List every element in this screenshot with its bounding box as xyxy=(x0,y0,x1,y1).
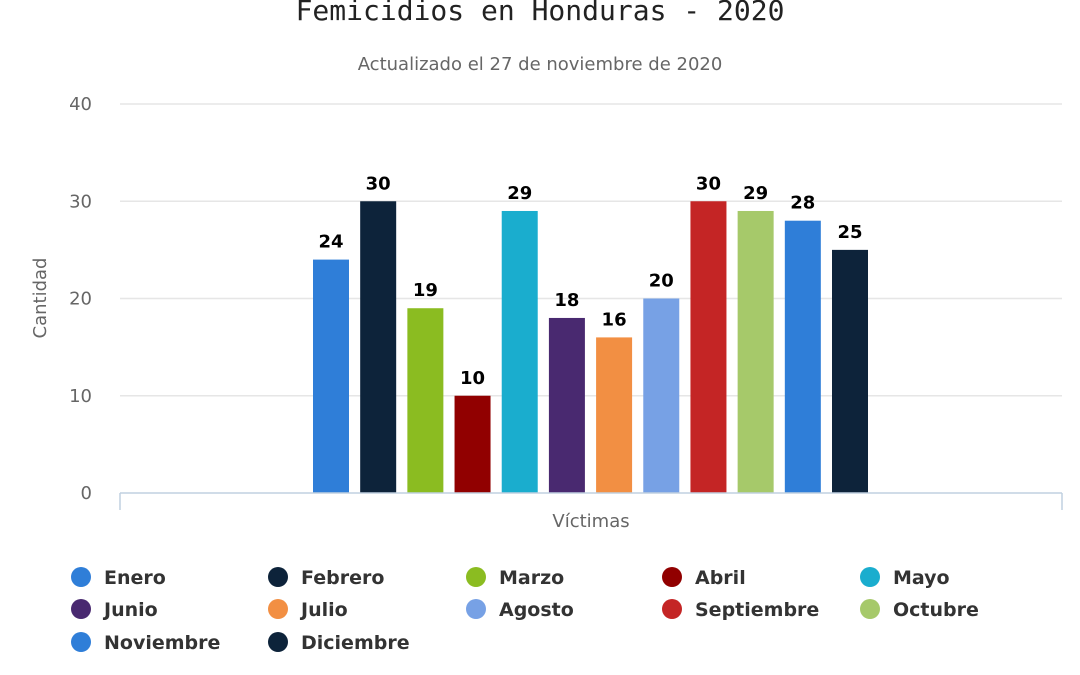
y-tick-label: 10 xyxy=(69,386,92,407)
bar-octubre[interactable] xyxy=(737,210,774,493)
legend-label: Diciembre xyxy=(301,632,410,654)
legend-label: Agosto xyxy=(499,599,574,621)
data-labels: 24 30 19 10 29 18 16 20 30 29 28 25 xyxy=(318,173,862,389)
y-tick-label: 20 xyxy=(69,289,92,310)
bar-julio[interactable] xyxy=(596,337,633,493)
legend-marker xyxy=(268,599,288,619)
legend-label: Septiembre xyxy=(695,599,819,621)
data-label-julio: 16 xyxy=(602,309,627,330)
legend-label: Marzo xyxy=(499,567,564,589)
legend-marker xyxy=(268,632,288,652)
x-axis-category-label: Víctimas xyxy=(552,511,629,532)
legend-label: Abril xyxy=(695,567,746,589)
y-axis-ticks: 0 10 20 30 40 xyxy=(69,94,92,504)
chart-subtitle: Actualizado el 27 de noviembre de 2020 xyxy=(358,54,723,75)
legend-marker xyxy=(466,567,486,587)
legend-item-noviembre[interactable]: Noviembre xyxy=(71,632,220,654)
legend-marker xyxy=(71,599,91,619)
legend-item-abril[interactable]: Abril xyxy=(662,567,746,589)
bars xyxy=(313,201,868,493)
data-label-enero: 24 xyxy=(318,232,343,253)
data-label-junio: 18 xyxy=(554,290,579,311)
legend-item-junio[interactable]: Junio xyxy=(71,599,158,621)
legend-label: Enero xyxy=(104,567,166,589)
bar-diciembre[interactable] xyxy=(832,249,868,493)
data-label-febrero: 30 xyxy=(366,173,391,194)
y-tick-label: 0 xyxy=(81,483,92,504)
legend-label: Mayo xyxy=(893,567,950,589)
bar-noviembre[interactable] xyxy=(784,220,821,493)
y-axis-title: Cantidad xyxy=(30,258,51,339)
data-label-marzo: 19 xyxy=(413,280,438,301)
bar-agosto[interactable] xyxy=(643,298,680,494)
bar-marzo[interactable] xyxy=(407,308,444,493)
legend-item-enero[interactable]: Enero xyxy=(71,567,166,589)
y-tick-label: 40 xyxy=(69,94,92,115)
legend-marker xyxy=(268,567,288,587)
legend-marker xyxy=(860,599,880,619)
chart-title: Femicidios en Honduras - 2020 xyxy=(296,0,785,27)
legend-item-diciembre[interactable]: Diciembre xyxy=(268,632,410,654)
legend-label: Julio xyxy=(299,599,348,621)
legend-marker xyxy=(662,599,682,619)
bar-septiembre[interactable] xyxy=(690,201,727,493)
legend-marker xyxy=(71,567,91,587)
legend: Enero Febrero Marzo Abril Mayo Junio Julio Agos… xyxy=(71,567,979,654)
data-label-agosto: 20 xyxy=(649,271,674,292)
legend-label: Noviembre xyxy=(104,632,220,654)
legend-item-octubre[interactable]: Octubre xyxy=(860,599,979,621)
data-label-abril: 10 xyxy=(460,368,485,389)
legend-label: Febrero xyxy=(301,567,384,589)
bar-junio[interactable] xyxy=(548,317,585,493)
legend-item-septiembre[interactable]: Septiembre xyxy=(662,599,819,621)
legend-marker xyxy=(860,567,880,587)
bar-mayo[interactable] xyxy=(501,210,538,493)
data-label-mayo: 29 xyxy=(507,183,532,204)
data-label-octubre: 29 xyxy=(743,183,768,204)
legend-item-julio[interactable]: Julio xyxy=(268,599,348,621)
bar-abril[interactable] xyxy=(454,395,491,493)
data-label-septiembre: 30 xyxy=(696,173,721,194)
legend-marker xyxy=(71,632,91,652)
bar-enero[interactable] xyxy=(313,259,349,493)
gridlines xyxy=(120,103,1062,397)
legend-item-agosto[interactable]: Agosto xyxy=(466,599,574,621)
legend-item-mayo[interactable]: Mayo xyxy=(860,567,950,589)
legend-label: Octubre xyxy=(893,599,979,621)
data-label-noviembre: 28 xyxy=(790,193,815,214)
legend-marker xyxy=(466,599,486,619)
legend-marker xyxy=(662,567,682,587)
legend-item-marzo[interactable]: Marzo xyxy=(466,567,564,589)
y-tick-label: 30 xyxy=(69,191,92,212)
legend-item-febrero[interactable]: Febrero xyxy=(268,567,384,589)
legend-label: Junio xyxy=(102,599,158,621)
data-label-diciembre: 25 xyxy=(837,222,862,243)
bar-febrero[interactable] xyxy=(360,201,397,493)
